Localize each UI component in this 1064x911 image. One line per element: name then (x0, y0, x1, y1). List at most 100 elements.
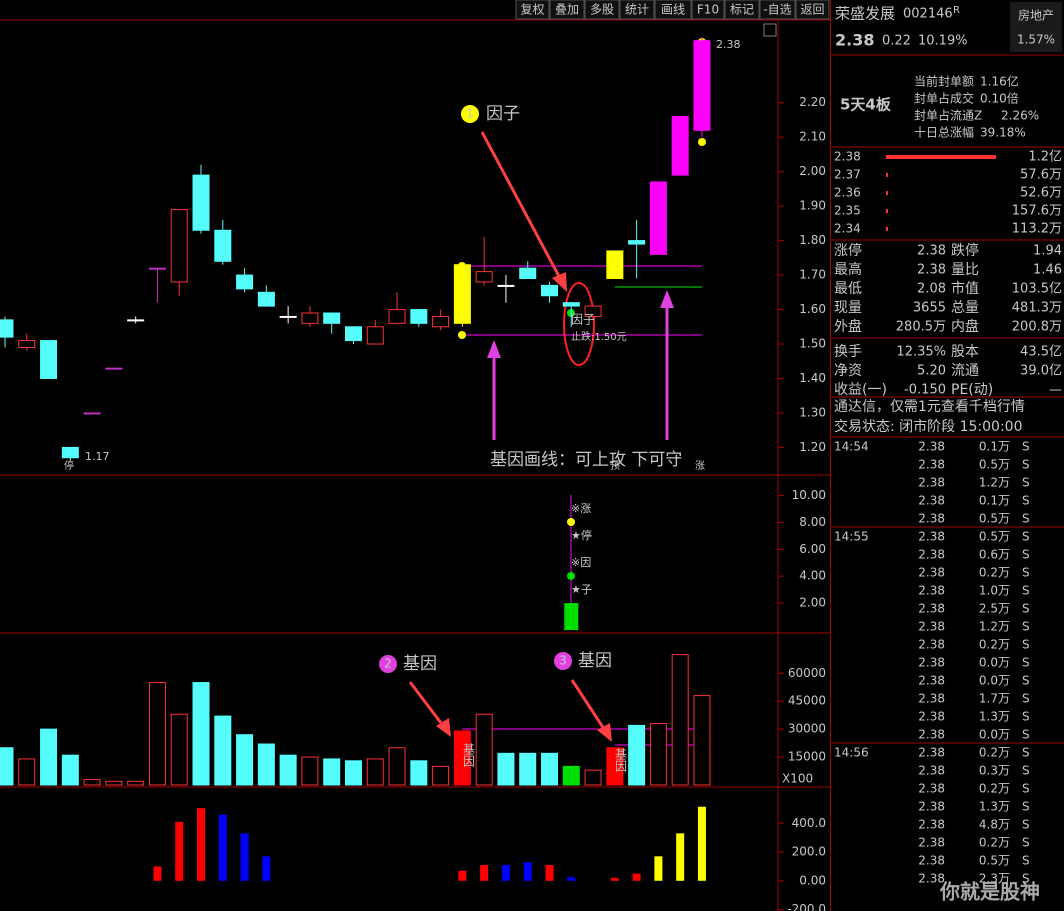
trade-volume: 1.7万 (979, 692, 1010, 706)
trade-volume: 0.2万 (979, 566, 1010, 580)
candle-body (628, 240, 646, 245)
y-tick-label: 1.40 (799, 371, 826, 385)
toolbar-button[interactable] (654, 0, 692, 20)
volume-bar (148, 682, 166, 786)
candle-body (453, 264, 471, 324)
y-tick-label: 60000 (788, 666, 826, 680)
trade-volume: 0.2万 (979, 746, 1010, 760)
trade-volume: 2.3万 (979, 872, 1010, 886)
stat-label: 收益(一) (834, 382, 887, 398)
trade-side: S (1022, 800, 1030, 814)
volume-bar (519, 752, 537, 786)
trade-side: S (1022, 656, 1030, 670)
toolbar-label[interactable]: -自选 (763, 3, 791, 17)
y-tick-label: 1.80 (799, 233, 826, 247)
toolbar-label[interactable]: 多股 (590, 3, 614, 17)
trade-side: S (1022, 548, 1030, 562)
annotation: 基因画线：可上攻 下可守 (490, 450, 682, 470)
book-volume: 157.6万 (1012, 204, 1062, 219)
limit-label: 当前封单额 (914, 74, 974, 89)
sector[interactable]: 房地产 (1018, 8, 1054, 23)
trade-volume: 1.2万 (979, 476, 1010, 490)
stat-value: 1.94 (1033, 244, 1062, 259)
y-tick-label: 2.20 (799, 95, 826, 109)
limit-value: 0.10倍 (980, 91, 1019, 106)
trade-side: S (1022, 836, 1030, 850)
stat-value: 39.0亿 (1020, 364, 1062, 379)
trade-volume: 0.0万 (979, 674, 1010, 688)
sector-box[interactable] (1010, 2, 1062, 52)
trade-side: S (1022, 530, 1030, 544)
toolbar-label[interactable]: 返回 (800, 3, 824, 17)
volume-bar (584, 769, 602, 786)
toolbar-button[interactable] (795, 0, 830, 20)
volume-bar (453, 730, 471, 786)
y-tick-label: 8.00 (799, 515, 826, 529)
toolbar-label[interactable]: 画线 (661, 3, 685, 17)
limit-value: 39.18% (980, 126, 1026, 140)
toolbar-button[interactable] (724, 0, 760, 20)
volume-bar (105, 780, 123, 786)
stat-value: 280.5万 (896, 320, 946, 335)
candle-body (562, 302, 580, 307)
stat-value: 3655 (913, 301, 946, 316)
candle-body (344, 326, 362, 342)
volume-bar (388, 747, 406, 786)
volume-bar (628, 724, 646, 786)
toolbar-button[interactable] (619, 0, 655, 20)
volume-bar (693, 695, 711, 786)
trade-price: 2.38 (918, 692, 945, 706)
candle-body (541, 284, 558, 297)
annotation: 停 (64, 459, 74, 472)
stat-value: 2.08 (917, 282, 946, 297)
candle-body (366, 326, 384, 345)
trade-price: 2.38 (918, 710, 945, 724)
trade-side: S (1022, 692, 1030, 706)
notice[interactable]: 通达信，仅需1元查看千档行情 (834, 399, 1025, 415)
close-button[interactable] (763, 23, 777, 37)
stat-label: 总量 (951, 300, 979, 316)
volume-bar (541, 752, 558, 786)
toolbar-label[interactable]: 复权 (520, 3, 544, 17)
book-price: 2.34 (834, 222, 861, 236)
candle-body (148, 267, 166, 270)
sector-change[interactable]: 1.57% (1017, 33, 1055, 47)
trade-price: 2.38 (918, 476, 945, 490)
stock-code: 002146 (903, 7, 953, 22)
candle-body (170, 209, 188, 283)
trade-side: S (1022, 602, 1030, 616)
candle-body (606, 250, 624, 280)
toolbar-button[interactable] (515, 0, 550, 20)
toolbar-label[interactable]: F10 (697, 3, 719, 17)
stat-label: 外盘 (834, 318, 862, 335)
volume-bar (40, 728, 58, 786)
y-tick-label: 1.30 (799, 405, 826, 419)
toolbar-button[interactable] (584, 0, 620, 20)
trade-side: S (1022, 674, 1030, 688)
toolbar-button[interactable] (549, 0, 585, 20)
volume-bar (366, 758, 384, 786)
macd-bar (480, 864, 489, 881)
trade-price: 2.38 (918, 530, 945, 544)
macd-bar (262, 856, 271, 881)
unit-label: X100 (782, 772, 813, 786)
watermark: 你就是股神 (939, 880, 1040, 904)
toolbar-label[interactable]: 标记 (730, 3, 754, 17)
trade-price: 2.38 (918, 764, 945, 778)
toolbar-button[interactable] (759, 0, 796, 20)
stat-label: 量比 (951, 262, 979, 278)
toolbar-button[interactable] (691, 0, 725, 20)
toolbar-label[interactable]: 统计 (625, 3, 649, 17)
book-bar (886, 227, 888, 231)
annotation: 2 (384, 657, 392, 671)
candle-body (323, 312, 341, 324)
toolbar-label[interactable]: 叠加 (555, 3, 579, 17)
volume-bar (410, 760, 428, 786)
trade-side: S (1022, 872, 1030, 886)
trade-volume: 4.8万 (979, 818, 1010, 832)
y-tick-label: 4.00 (799, 569, 826, 583)
limit-value: 2.26% (1001, 109, 1039, 123)
annotation: 1 (466, 107, 474, 121)
candle-body (127, 319, 145, 322)
trade-volume: 0.5万 (979, 854, 1010, 868)
